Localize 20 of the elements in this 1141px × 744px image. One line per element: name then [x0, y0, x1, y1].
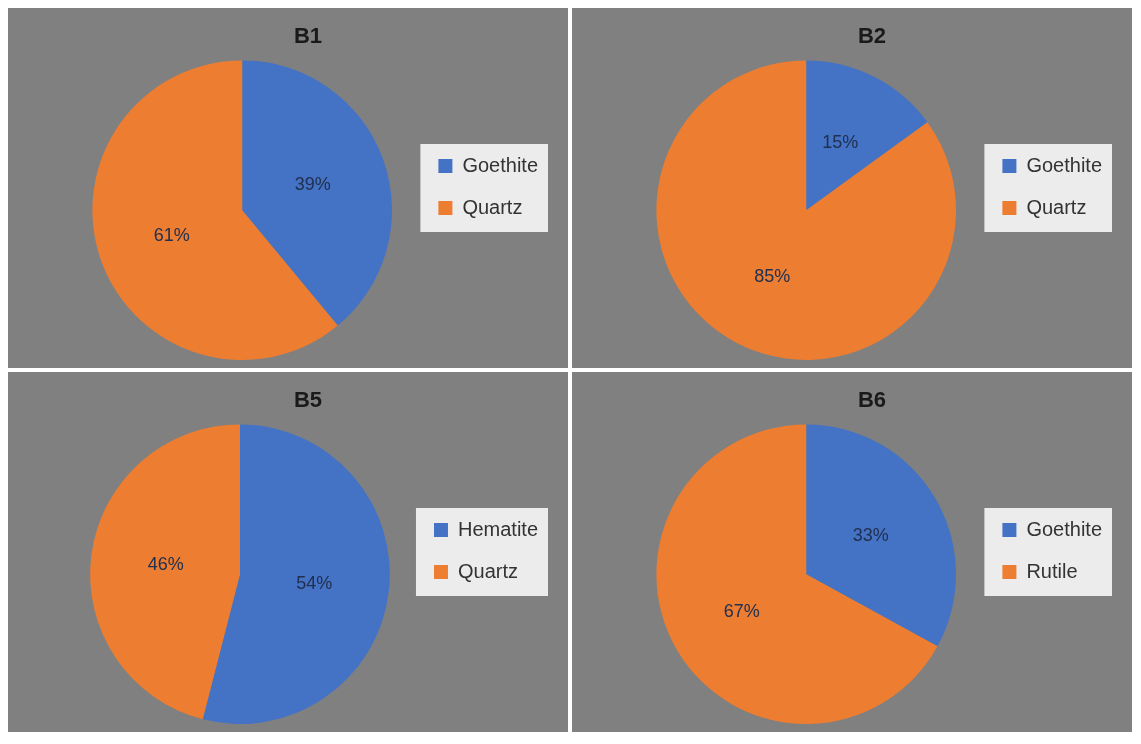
legend-label: Goethite	[462, 153, 538, 176]
data-label: 39%	[294, 173, 331, 194]
chart-title: B1	[293, 23, 323, 49]
chart-title: B5	[293, 387, 323, 413]
legend-label: Goethite	[1026, 153, 1102, 176]
data-label: 15%	[822, 132, 859, 153]
legend-label: Quartz	[1026, 195, 1087, 218]
legend-label: Rutile	[1026, 559, 1078, 582]
chart-title: B6	[857, 387, 887, 413]
legend-label: Quartz	[462, 195, 523, 218]
data-label: 85%	[754, 265, 791, 286]
data-label: 54%	[296, 572, 333, 593]
data-label: 33%	[852, 525, 889, 546]
legend-label: Hematite	[457, 517, 538, 540]
data-label: 67%	[723, 601, 760, 622]
legend-label: Goethite	[1026, 517, 1102, 540]
legend-label: Quartz	[457, 559, 518, 582]
data-label: 61%	[153, 224, 190, 245]
chart-title: B2	[857, 23, 887, 49]
data-label: 46%	[147, 553, 184, 574]
